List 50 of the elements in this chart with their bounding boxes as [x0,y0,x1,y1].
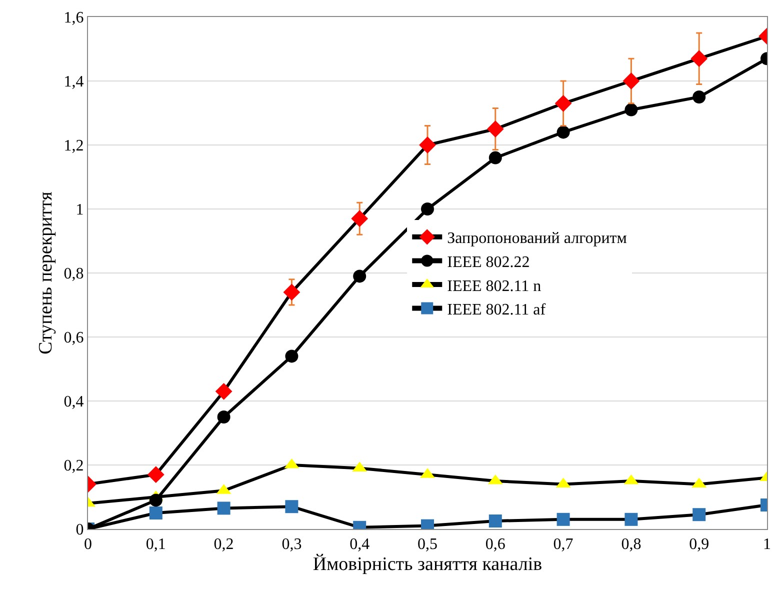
y-tick-label: 1,6 [64,10,84,27]
y-tick-label: 0,6 [64,330,84,347]
x-tick-label: 0,4 [350,536,370,554]
point [285,500,298,514]
point [351,210,368,228]
point [147,466,164,484]
x-tick-label: 0,1 [146,536,166,554]
point [556,126,570,139]
point [353,270,366,283]
point [486,120,504,138]
point [217,410,230,424]
x-tick-label: 0,3 [282,536,302,554]
x-tick-label: 0,8 [621,536,642,554]
x-tick-label: 0,2 [214,536,234,554]
x-tick-label: 0,7 [553,536,574,554]
y-tick-label: 0,8 [64,266,84,283]
point [554,94,572,112]
point [556,512,570,526]
point [624,512,638,526]
x-tick-label: 0,9 [689,536,710,554]
point [692,90,706,104]
point [419,136,436,154]
y-axis-title: Ступень перекриття [36,191,57,354]
legend-label: IEEE 802.11 af [447,302,546,319]
legend-label: IEEE 802.22 [447,254,530,271]
y-tick-label: 0,4 [64,394,84,411]
x-axis-title: Ймовірність заняття каналів [312,553,542,576]
x-tick-label: 1 [763,536,771,554]
point [215,382,232,400]
y-tick-label: 0 [76,522,84,539]
point [285,350,298,363]
point [690,50,708,68]
legend-label: Запропонований алгоритм [447,230,627,248]
y-tick-label: 1,4 [64,74,84,91]
point [217,502,230,515]
point [283,284,300,301]
point [149,494,162,507]
point [488,514,502,528]
x-tick-label: 0,6 [485,536,506,554]
point [624,103,638,116]
legend-label: IEEE 802.11 n [447,278,542,295]
point [488,151,502,164]
y-tick-label: 1,2 [64,138,84,155]
point [622,72,640,90]
y-tick-label: 1 [76,202,84,219]
x-tick-label: 0,5 [418,536,438,554]
point [149,506,162,520]
point [692,508,706,522]
point [421,202,434,216]
y-tick-label: 0,2 [64,458,84,475]
